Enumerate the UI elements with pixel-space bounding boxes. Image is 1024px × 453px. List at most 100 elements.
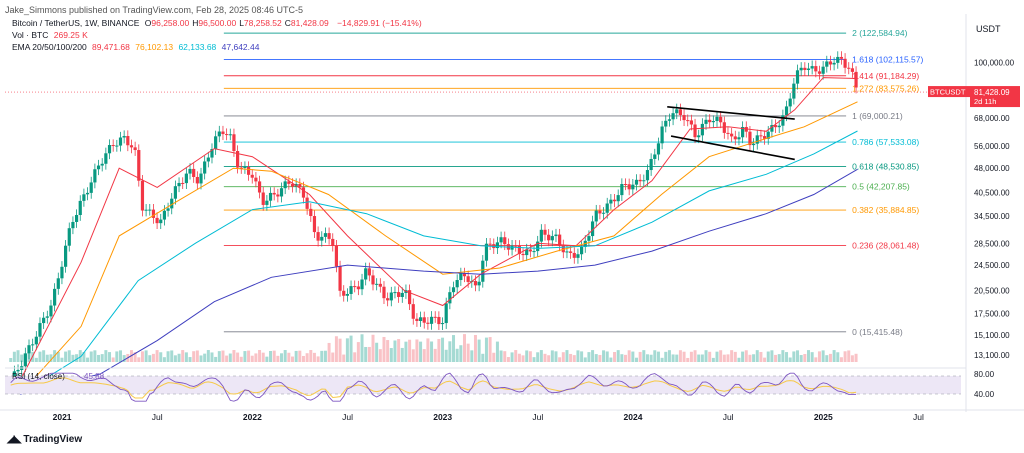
candle-body [751,143,756,146]
candle-body [558,234,562,246]
volume-bar [115,351,119,362]
candle-body [129,145,134,148]
volume-bar [785,352,789,362]
volume-bar [100,354,104,362]
volume-bar [569,353,573,362]
candle-body [539,229,543,242]
tradingview-logo[interactable]: ◢◣ TradingView [7,434,83,445]
volume-bar [755,350,759,362]
candle-body [525,249,529,256]
candle-body [64,245,68,267]
volume-bar [470,350,474,362]
candle-body [389,292,393,301]
price-tick-label: 40,500.00 [974,189,1010,198]
volume-bar [122,355,126,362]
candle-body [477,281,481,286]
candle-body [228,134,232,136]
volume-bar [151,353,155,362]
volume-bar [594,354,598,362]
candle-body [762,136,767,139]
candle-body [254,177,258,182]
ema-20-value: 89,471.68 [92,42,130,52]
volume-bar [192,351,196,362]
candle-body [697,135,701,138]
candle-body [338,266,342,291]
volume-bar [283,350,287,362]
volume-bar [20,354,24,362]
volume-bar [839,357,843,362]
price-tick-label: 68,000.00 [974,114,1010,123]
candle-body [320,236,324,241]
volume-bar [261,352,265,362]
candle-body [448,292,452,304]
volume-bar [144,350,148,362]
volume-bar [576,350,580,362]
candle-body [148,209,152,211]
candle-body [225,134,229,136]
volume-bar [86,357,90,362]
volume-bar [338,338,342,362]
candle-body [272,192,276,195]
volume-bar [558,357,562,362]
fib-level-label: 0.618 (48,530.85) [852,162,919,172]
volume-bar [514,350,518,362]
candle-body [283,181,287,189]
publisher-line: Jake_Simmons published on TradingView.co… [5,5,304,15]
volume-bar [499,350,503,362]
time-tick-label: 2022 [243,412,262,422]
candle-body [375,283,379,285]
candle-body [301,187,306,198]
candle-body [276,194,280,197]
volume-bar [733,351,737,362]
volume-bar [367,346,371,362]
volume-bar [711,357,715,362]
candle-body [122,136,126,138]
volume-bar [554,351,558,362]
candle-body [393,292,397,294]
volume-bar [137,357,141,362]
rsi-band [5,376,961,394]
candle-body [481,260,485,282]
volume-bar [89,351,93,362]
volume-bar [323,350,327,362]
candle-body [755,135,759,144]
candle-body [367,268,371,276]
volume-bar [561,352,565,362]
volume-bar [517,353,521,362]
symbol-title: Bitcoin / TetherUS, 1W, BINANCE [12,18,140,28]
ohlc-key: O [144,18,152,28]
candle-body [817,71,822,74]
candle-body [111,145,115,147]
candle-body [53,288,57,306]
volume-bar [12,351,16,362]
channel-trendline [667,106,795,120]
volume-bar [605,351,609,362]
candle-body [356,286,360,290]
volume-bar [250,355,254,362]
volume-bar [254,353,258,362]
volume-bar [481,353,485,362]
volume-bar [788,357,792,362]
volume-bar [225,355,229,362]
volume-bar [42,350,46,362]
volume-bar [408,339,412,362]
candle-body [349,286,353,294]
time-tick-label: Jul [342,412,353,422]
volume-bar [843,351,847,362]
candle-body [115,145,119,147]
volume-bar [118,350,122,362]
candle-body [400,292,404,297]
volume-bar [459,345,463,362]
candle-body [719,116,723,123]
candle-body [631,184,635,190]
candle-body [206,157,210,162]
volume-bar [832,350,836,362]
candle-body [601,212,606,214]
candle-body [528,249,532,252]
candle-body [777,125,781,128]
candle-body [561,245,565,253]
volume-bar [631,351,635,362]
volume-bar [649,354,653,362]
candle-body [708,119,712,123]
